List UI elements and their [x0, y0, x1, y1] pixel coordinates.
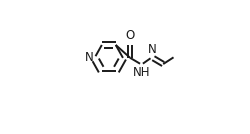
Text: N: N — [148, 43, 156, 56]
Text: O: O — [126, 29, 135, 42]
Text: NH: NH — [133, 66, 150, 79]
Text: N: N — [84, 51, 93, 64]
